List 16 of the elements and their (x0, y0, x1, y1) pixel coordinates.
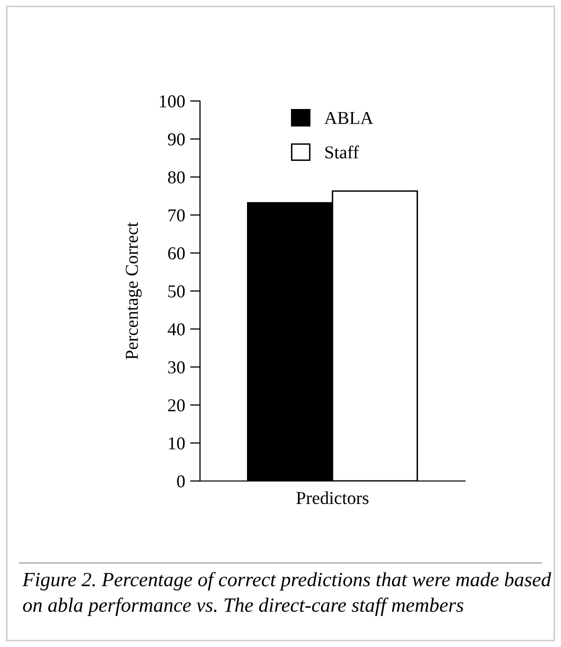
y-tick-label: 10 (168, 437, 185, 450)
y-tick-label: 100 (160, 95, 185, 108)
y-tick-label: 30 (168, 361, 185, 374)
y-tick-label: 0 (177, 475, 185, 488)
x-axis-title: Predictors (296, 491, 368, 504)
y-tick-label: 80 (168, 171, 185, 184)
legend-label: ABLA (324, 112, 374, 124)
y-tick-label: 60 (168, 247, 185, 260)
y-tick-label: 50 (168, 285, 185, 298)
legend-label: Staff (325, 146, 359, 158)
y-tick-label: 20 (168, 399, 185, 412)
y-axis-title: Percentage Correct (126, 222, 142, 360)
y-tick-label: 40 (168, 323, 185, 336)
caption: Figure 2. Percentage of correct predictions that were made based on abla performance vs. The direct-care staff members (22, 572, 552, 616)
y-tick-label: 70 (168, 209, 185, 222)
y-tick-label: 90 (168, 133, 185, 146)
